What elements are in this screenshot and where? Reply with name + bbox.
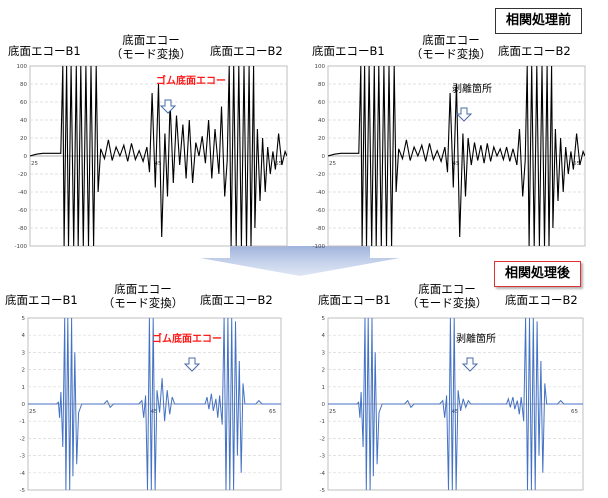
- y-tick-label: 20: [318, 136, 325, 142]
- y-tick-label: 60: [20, 100, 27, 106]
- y-tick-label: 40: [20, 118, 27, 124]
- down-arrow-icon: [183, 357, 201, 372]
- y-tick-label: 2: [22, 368, 26, 374]
- x-tick-label: 65: [269, 409, 276, 415]
- x-tick-label: 65: [571, 409, 578, 415]
- y-tick-label: 1: [322, 385, 326, 391]
- series-line: [328, 318, 583, 490]
- x-tick-label: 65: [275, 161, 282, 167]
- label-b2: 底面エコーB2: [498, 44, 571, 58]
- label-b1: 底面エコーB1: [312, 44, 385, 58]
- y-tick-label: -3: [320, 454, 326, 460]
- y-tick-label: -60: [316, 208, 325, 214]
- x-tick-label: 45: [453, 161, 460, 167]
- y-tick-label: 80: [20, 82, 27, 88]
- y-tick-label: 40: [318, 118, 325, 124]
- annotation-label: 剥離箇所: [452, 82, 492, 95]
- x-tick-label: 25: [329, 161, 336, 167]
- label-b1: 底面エコーB1: [5, 293, 78, 307]
- y-tick-label: -60: [18, 208, 27, 214]
- y-tick-label: 2: [322, 368, 326, 374]
- y-tick-label: -5: [20, 488, 26, 494]
- y-tick-label: 0: [322, 402, 326, 408]
- y-tick-label: 20: [20, 136, 27, 142]
- series-line: [328, 66, 585, 246]
- y-tick-label: 4: [322, 333, 326, 339]
- down-arrow-icon: [461, 357, 479, 372]
- y-tick-label: -1: [320, 419, 325, 425]
- chart-before-left: 100 80 60 40 20 0 -20 -40 -60 -80 -100 25 45 65 ゴム底面エコ…: [8, 62, 290, 250]
- x-tick-label: 25: [29, 409, 36, 415]
- y-tick-label: 0: [22, 402, 26, 408]
- series-line: [28, 318, 281, 490]
- y-tick-label: 3: [22, 350, 26, 356]
- x-tick-label: 25: [31, 161, 38, 167]
- annotation-label: ゴム底面エコー: [152, 332, 222, 345]
- chart-before-right: 100 80 60 40 20 0 -20 -40 -60 -80 -100 25 45 65 剥離箇所: [306, 62, 588, 250]
- down-arrow-icon: [455, 107, 473, 122]
- label-b2: 底面エコーB2: [210, 44, 283, 58]
- label-b1: 底面エコーB1: [318, 293, 391, 307]
- y-tick-label: -20: [316, 172, 325, 178]
- chart-after-right: 5 4 3 2 1 0 -1 -2 -3 -4 -5 25 45 65 剥離箇所: [306, 314, 586, 494]
- y-tick-label: -3: [20, 454, 26, 460]
- series-line: [30, 66, 287, 246]
- chart-after-left: 5 4 3 2 1 0 -1 -2 -3 -4 -5 25 45 65 ゴム底面エコー: [6, 314, 284, 494]
- label-b2: 底面エコーB2: [505, 293, 578, 307]
- y-tick-label: -2: [320, 436, 325, 442]
- label-b1: 底面エコーB1: [8, 44, 81, 58]
- annotation-label: 剥離箇所: [456, 332, 496, 345]
- y-tick-label: 1: [22, 385, 26, 391]
- y-tick-label: -40: [18, 190, 27, 196]
- label-b2: 底面エコーB2: [200, 293, 273, 307]
- y-tick-label: 80: [318, 82, 325, 88]
- y-tick-label: -4: [20, 471, 26, 477]
- y-tick-label: 3: [322, 350, 326, 356]
- y-tick-label: -100: [15, 244, 28, 250]
- y-tick-label: 0: [322, 154, 326, 160]
- y-tick-label: -40: [316, 190, 325, 196]
- badge-after-correlation: 相関処理後: [494, 261, 582, 287]
- y-tick-label: -5: [320, 488, 326, 494]
- y-tick-label: -20: [18, 172, 27, 178]
- y-tick-label: 5: [22, 316, 26, 322]
- y-tick-label: 100: [17, 64, 28, 70]
- badge-before-correlation: 相関処理前: [495, 8, 583, 34]
- y-tick-label: 0: [24, 154, 28, 160]
- chart-svg: 100 80 60 40 20 0 -20 -40 -60 -80 -100 25 45 65 ゴム底面エコ…: [15, 64, 288, 250]
- annotation-label: ゴム底面エコー: [156, 74, 226, 87]
- chart-svg: 100 80 60 40 20 0 -20 -40 -60 -80 -100 25 45 65 剥離箇所: [313, 64, 586, 250]
- label-mode-conversion: 底面エコー （モード変換）: [410, 33, 492, 61]
- x-tick-label: 45: [155, 161, 162, 167]
- y-tick-label: 100: [315, 64, 326, 70]
- label-mode-conversion: 底面エコー （モード変換）: [406, 282, 488, 310]
- y-tick-label: 4: [22, 333, 26, 339]
- y-tick-label: -100: [313, 244, 326, 250]
- y-tick-label: -80: [18, 226, 27, 232]
- x-tick-label: 25: [329, 409, 336, 415]
- label-mode-conversion: 底面エコー （モード変換）: [110, 33, 192, 61]
- y-tick-label: 60: [318, 100, 325, 106]
- down-arrow-icon: [159, 99, 177, 114]
- y-tick-label: -80: [316, 226, 325, 232]
- y-tick-label: -4: [320, 471, 326, 477]
- y-tick-label: -1: [20, 419, 25, 425]
- label-mode-conversion: 底面エコー （モード変換）: [102, 282, 184, 310]
- y-tick-label: -2: [20, 436, 25, 442]
- y-tick-label: 5: [322, 316, 326, 322]
- x-tick-label: 65: [573, 161, 580, 167]
